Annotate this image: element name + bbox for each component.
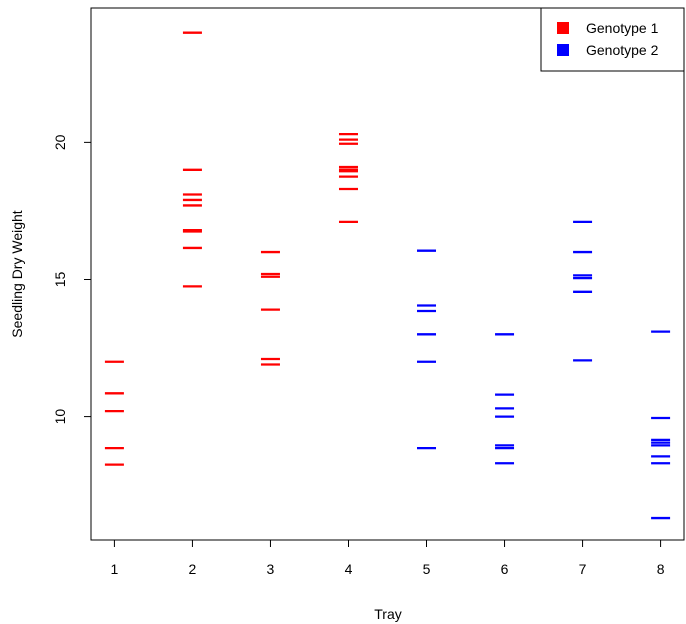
legend: Genotype 1 Genotype 2	[540, 7, 685, 72]
x-tick-label: 6	[501, 561, 509, 577]
x-tick-label: 3	[267, 561, 275, 577]
x-tick-label: 5	[423, 561, 431, 577]
legend-swatch-genotype-2	[557, 44, 569, 56]
y-tick-label: 15	[52, 271, 68, 287]
data-marks	[104, 31, 671, 520]
legend-label-genotype-2: Genotype 2	[586, 42, 659, 58]
x-axis-label: Tray	[374, 606, 401, 622]
x-tick-label: 1	[111, 561, 119, 577]
x-axis: 1 2 3 4 5 6 7 8	[111, 539, 665, 577]
legend-label-genotype-1: Genotype 1	[586, 20, 659, 36]
y-tick-label: 20	[52, 134, 68, 150]
x-tick-label: 4	[345, 561, 353, 577]
plot-frame	[90, 7, 685, 541]
x-tick-label: 2	[189, 561, 197, 577]
y-axis-label: Seedling Dry Weight	[9, 210, 25, 337]
legend-box	[540, 7, 685, 72]
y-tick-label: 10	[52, 409, 68, 425]
x-tick-label: 8	[657, 561, 665, 577]
y-axis: 10 15 20	[52, 134, 92, 425]
x-tick-label: 7	[579, 561, 587, 577]
legend-swatch-genotype-1	[557, 22, 569, 34]
